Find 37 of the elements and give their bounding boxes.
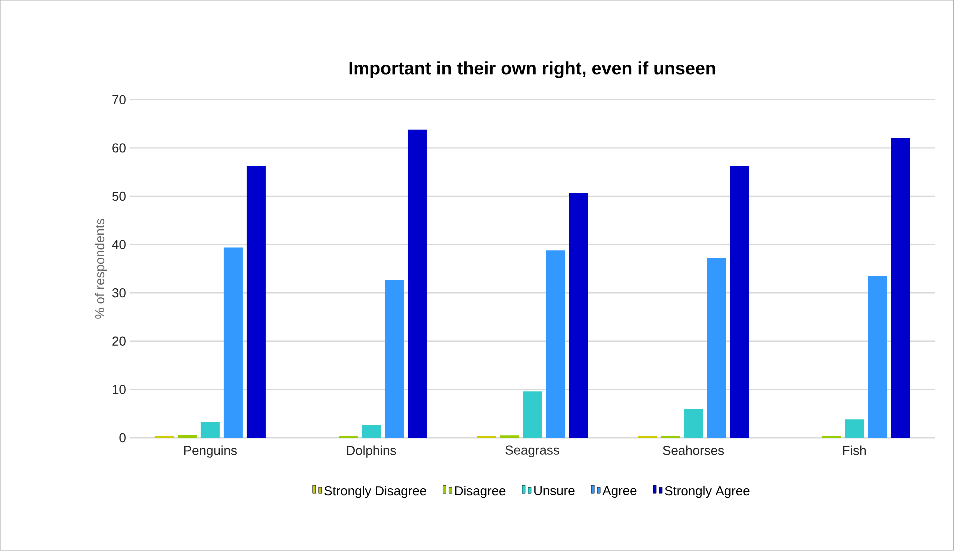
bar [384, 280, 404, 438]
y-tick-label: 20 [112, 336, 126, 346]
bar [362, 424, 381, 438]
x-tick-label: Dolphins [347, 446, 396, 458]
bar [569, 193, 588, 438]
x-tick-label: Seagrass [506, 446, 560, 458]
bar [500, 436, 520, 438]
x-tick-label: Fish [843, 446, 866, 456]
bar [868, 276, 888, 438]
bar [684, 410, 704, 438]
y-tick-label: 60 [112, 144, 126, 153]
bar [408, 130, 427, 438]
chart-title: Important in their own right, even if unseen [350, 62, 716, 78]
y-tick-label: 10 [112, 385, 126, 394]
bar [845, 420, 864, 438]
x-tick-label: Seahorses [663, 446, 724, 456]
bar [707, 258, 726, 438]
bar [546, 250, 566, 438]
legend-label: Agree [602, 486, 637, 498]
y-tick-label: 40 [112, 240, 126, 250]
x-tick-label: Penguins [184, 446, 237, 458]
legend-label: Disagree [455, 486, 506, 498]
y-tick-label: 30 [112, 288, 126, 298]
y-tick-label: 70 [112, 95, 126, 105]
bar [200, 422, 220, 438]
bar [178, 435, 197, 438]
legend-label: Strongly Agree [665, 486, 750, 498]
y-axis-title: % of respondents [95, 219, 108, 319]
y-tick-label: 50 [112, 192, 126, 202]
legend-label: Strongly Disagree [324, 486, 426, 498]
bar [224, 248, 243, 438]
legend-label: Unsure [534, 486, 575, 496]
y-tick-label: 0 [120, 433, 126, 443]
bar [523, 392, 542, 438]
bar [891, 138, 910, 438]
bar [246, 166, 266, 438]
bar [730, 166, 750, 438]
